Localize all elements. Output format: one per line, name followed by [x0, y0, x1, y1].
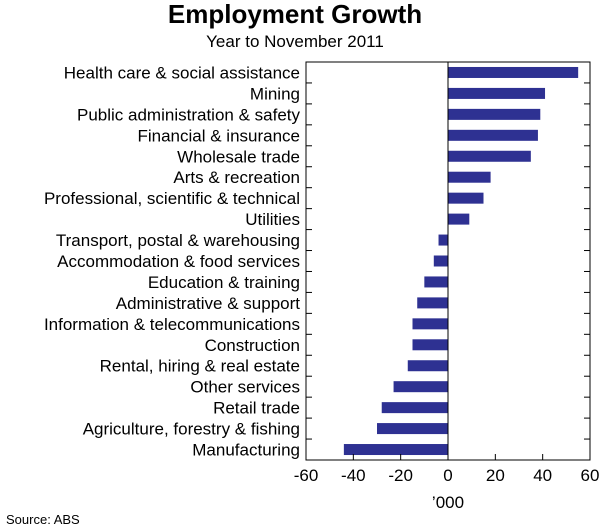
- bar: [417, 297, 448, 309]
- bar: [424, 276, 448, 288]
- x-tick-label: 40: [533, 466, 552, 485]
- bar: [381, 402, 448, 414]
- x-tick-label: 0: [443, 466, 452, 485]
- x-tick-label: 20: [486, 466, 505, 485]
- category-labels: Health care & social assistance Mining Pub…: [44, 63, 301, 459]
- category-label: Information & telecommunications: [44, 315, 300, 334]
- bar: [412, 339, 448, 351]
- bar: [448, 213, 470, 225]
- category-label: Professional, scientific & technical: [44, 189, 300, 208]
- category-label: Construction: [205, 336, 300, 355]
- bar: [433, 255, 448, 267]
- bar: [448, 150, 531, 162]
- bar: [448, 87, 546, 99]
- category-label: Wholesale trade: [177, 147, 300, 166]
- x-tick-label: -60: [294, 466, 319, 485]
- category-label: Rental, hiring & real estate: [100, 357, 300, 376]
- category-label: Mining: [250, 84, 300, 103]
- category-label: Accommodation & food services: [57, 252, 300, 271]
- category-label: Manufacturing: [192, 441, 300, 460]
- bar: [377, 423, 448, 435]
- bar: [448, 171, 491, 183]
- bar: [448, 66, 579, 78]
- bar: [412, 318, 448, 330]
- chart-subtitle: Year to November 2011: [206, 32, 384, 51]
- x-tick-label: -40: [341, 466, 366, 485]
- chart-title: Employment Growth: [168, 0, 422, 29]
- category-label: Utilities: [245, 210, 300, 229]
- bar: [393, 381, 448, 393]
- category-label: Health care & social assistance: [64, 63, 300, 82]
- source-note: Source: ABS: [6, 512, 80, 527]
- bar: [438, 234, 448, 246]
- category-label: Education & training: [148, 273, 300, 292]
- x-tick-label: 60: [581, 466, 600, 485]
- x-axis-unit-label: ’000: [432, 493, 464, 512]
- category-label: Financial & insurance: [137, 126, 300, 145]
- bar: [448, 108, 541, 120]
- x-tick-labels: -60 -40 -20 0 20 40 60: [294, 466, 600, 485]
- x-tick-label: -20: [388, 466, 413, 485]
- category-label: Administrative & support: [116, 294, 301, 313]
- category-label: Agriculture, forestry & fishing: [83, 420, 300, 439]
- bar: [448, 192, 484, 204]
- bar: [448, 129, 538, 141]
- category-label: Arts & recreation: [173, 168, 300, 187]
- category-label: Transport, postal & warehousing: [56, 231, 300, 250]
- axis-ticks: [305, 82, 591, 460]
- category-label: Public administration & safety: [77, 105, 300, 124]
- category-label: Retail trade: [213, 399, 300, 418]
- category-label: Other services: [190, 378, 300, 397]
- bar: [407, 360, 448, 372]
- bar: [343, 444, 448, 456]
- bars: [343, 66, 579, 456]
